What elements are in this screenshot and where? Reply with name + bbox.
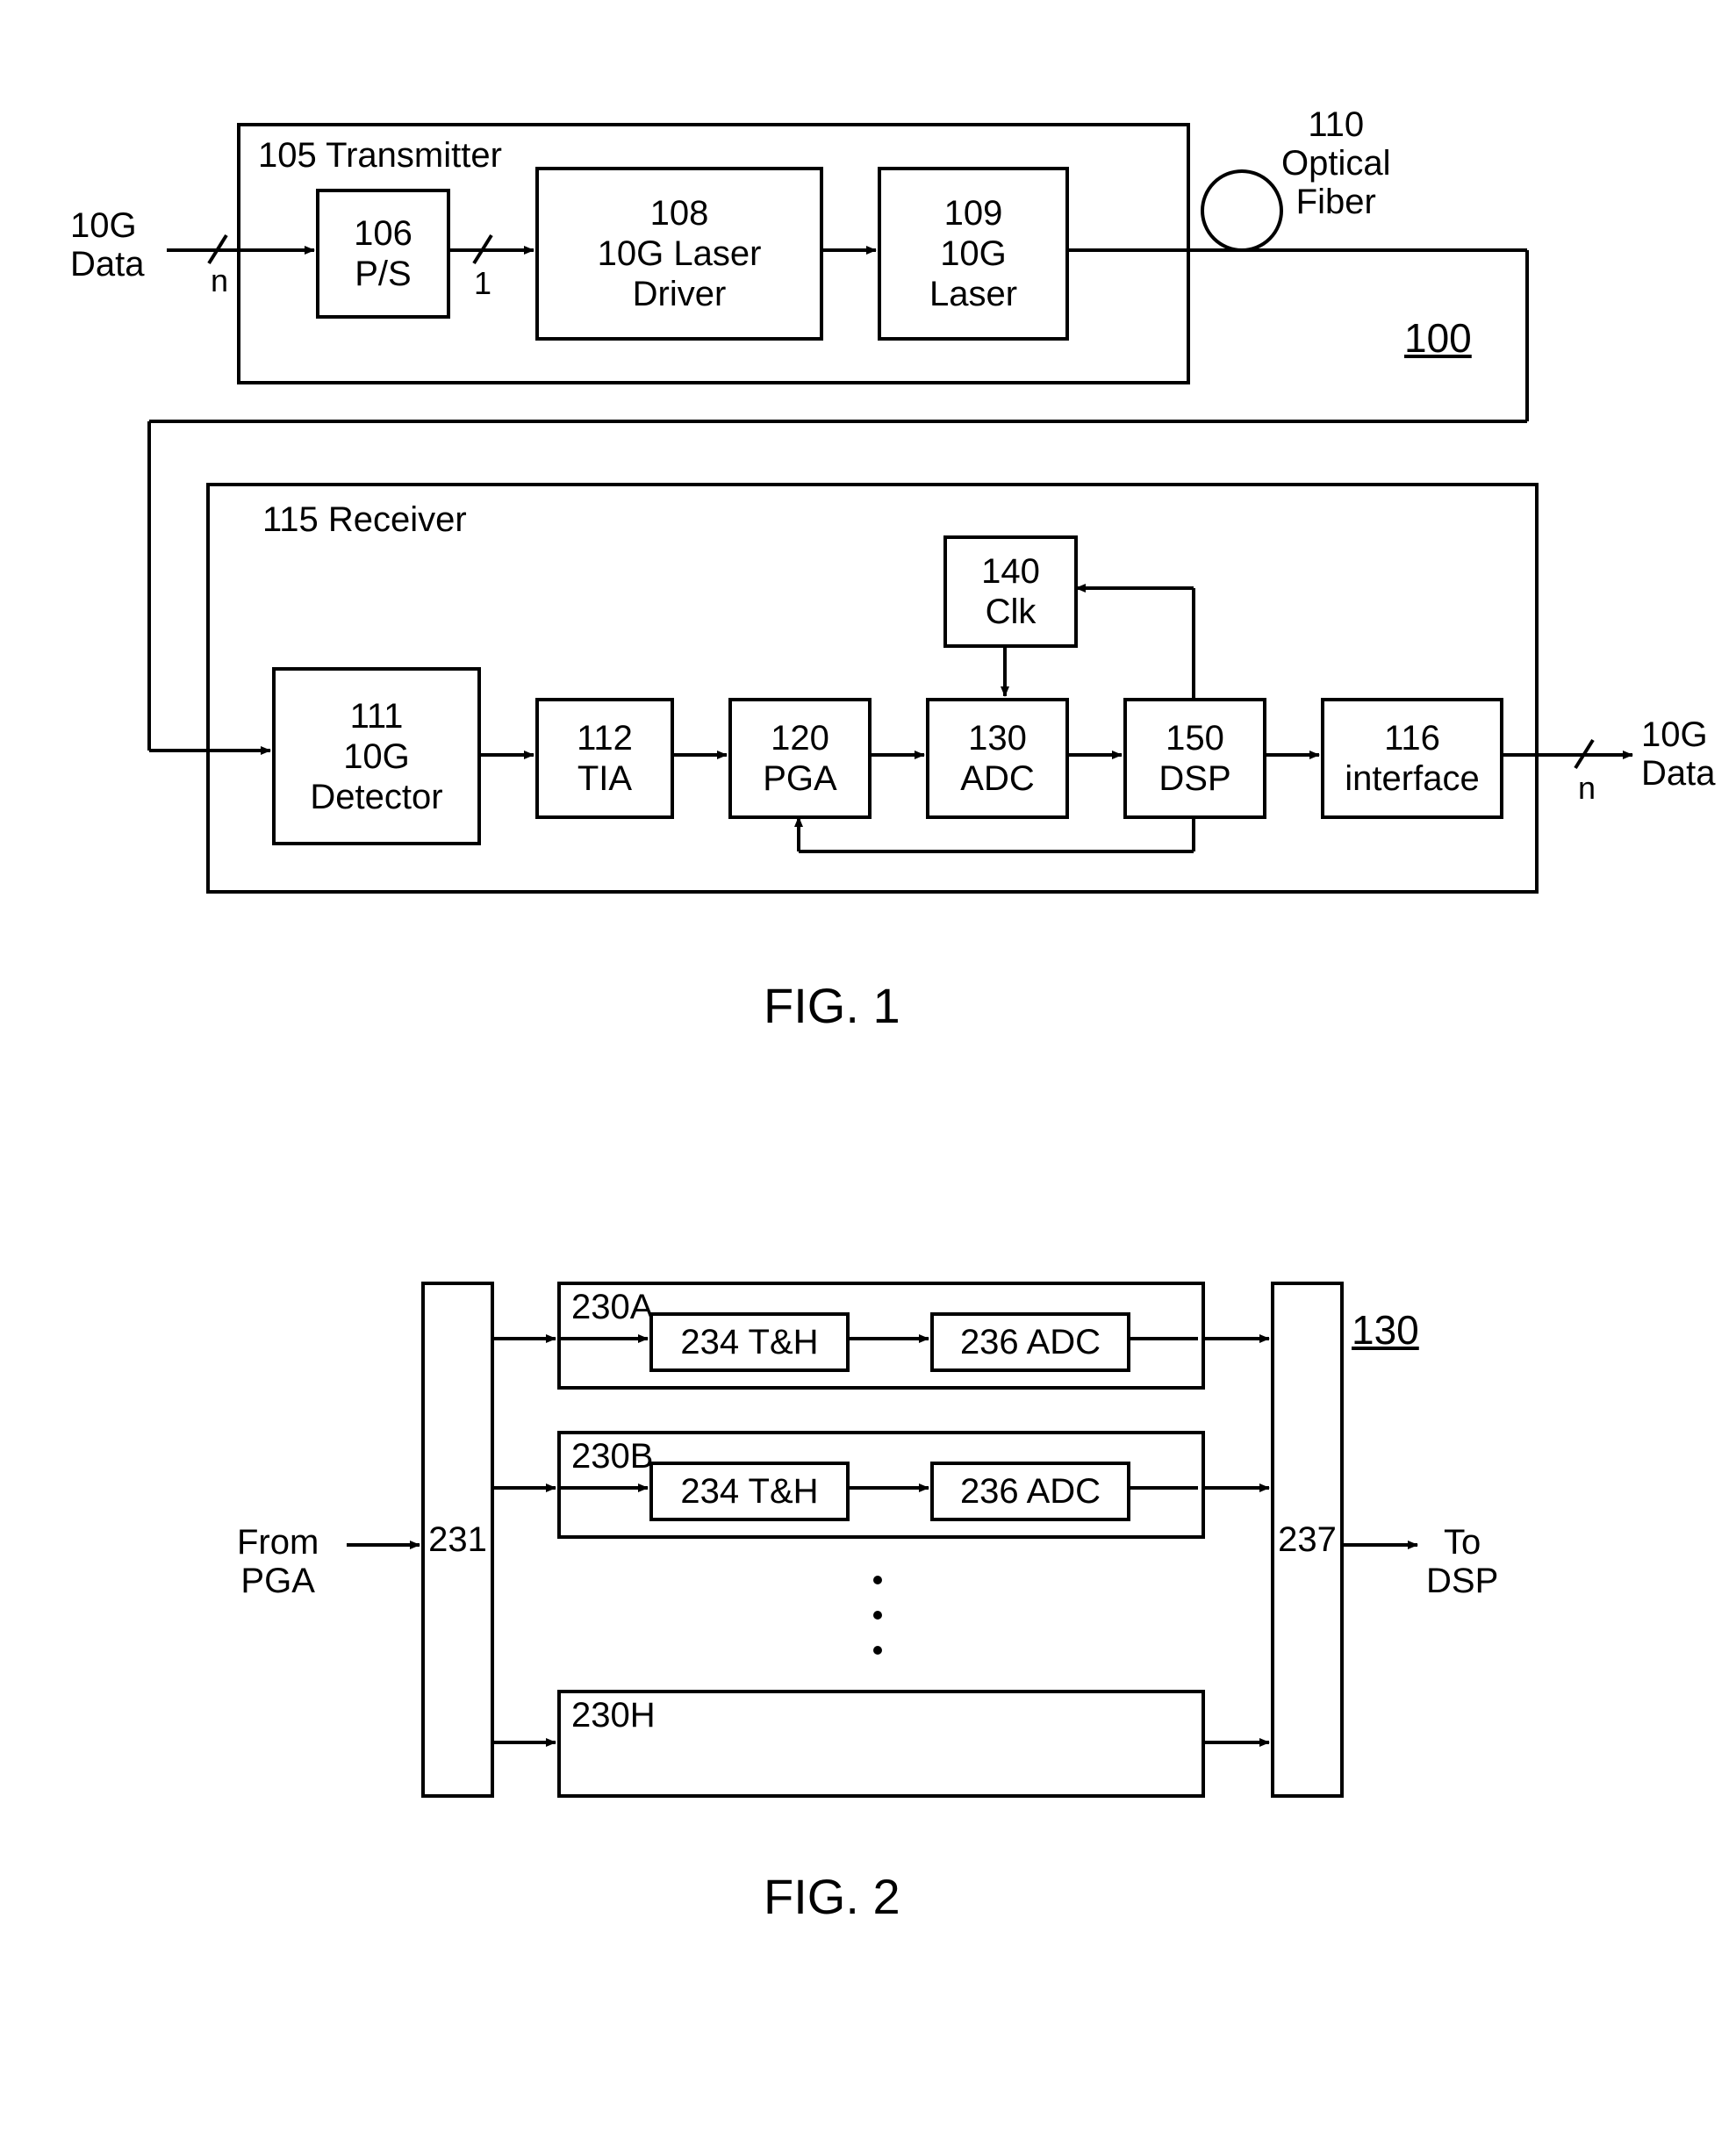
fig2-in-label: From PGA — [237, 1523, 319, 1600]
ps-id: 106 — [354, 213, 412, 254]
pga-id: 120 — [771, 718, 829, 758]
block-adc: 130 ADC — [926, 698, 1069, 819]
fig2-ref: 130 — [1352, 1308, 1419, 1353]
system-ref: 100 — [1404, 316, 1472, 361]
dsp-id: 150 — [1166, 718, 1224, 758]
transmitter-title: 105 Transmitter — [258, 135, 502, 176]
ps-name: P/S — [355, 254, 411, 294]
dsp-name: DSP — [1159, 758, 1230, 799]
fiber-label: 110 Optical Fiber — [1281, 105, 1391, 221]
lane-a-th-label: 234 T&H — [680, 1322, 818, 1362]
pga-name: PGA — [763, 758, 836, 799]
driver-id: 108 — [650, 193, 709, 233]
block-detector: 111 10G Detector — [272, 667, 481, 845]
block-ps: 106 P/S — [316, 189, 450, 319]
laser-id: 109 — [944, 193, 1003, 233]
block-demux: 231 — [421, 1282, 494, 1798]
tia-name: TIA — [577, 758, 632, 799]
page: 10G Data 105 Transmitter 106 P/S 108 10G… — [35, 35, 1736, 2120]
lane-b-id: 230B — [571, 1436, 653, 1476]
tia-id: 112 — [577, 718, 633, 758]
det-name: 10G Detector — [310, 736, 442, 817]
block-interface: 116 interface — [1321, 698, 1503, 819]
lane-h-id: 230H — [571, 1695, 656, 1735]
bus-n-out: n — [1578, 770, 1596, 806]
fig2-caption: FIG. 2 — [764, 1870, 900, 1924]
laser-name: 10G Laser — [929, 233, 1017, 314]
fiber-id: 110 — [1308, 105, 1364, 144]
block-driver: 108 10G Laser Driver — [535, 167, 823, 341]
block-clk: 140 Clk — [943, 535, 1078, 648]
lane-b-th-label: 234 T&H — [680, 1471, 818, 1512]
det-id: 111 — [350, 696, 404, 736]
fig1-output-label: 10G Data — [1641, 715, 1716, 793]
adc-id: 130 — [968, 718, 1027, 758]
lane-h: 230H — [557, 1690, 1205, 1798]
fig2-out-label: To DSP — [1426, 1523, 1498, 1600]
clk-id: 140 — [981, 551, 1040, 592]
block-laser: 109 10G Laser — [878, 167, 1069, 341]
lane-a-id: 230A — [571, 1287, 653, 1327]
fig1-input-label: 10G Data — [70, 206, 145, 284]
clk-name: Clk — [986, 592, 1037, 632]
receiver-title: 115 Receiver — [262, 499, 467, 540]
lane-b-adc: 236 ADC — [930, 1462, 1130, 1521]
fiber-name: Optical Fiber — [1281, 144, 1391, 221]
iface-id: 116 — [1384, 718, 1440, 758]
mux-id: 237 — [1278, 1519, 1337, 1560]
lane-a-th: 234 T&H — [649, 1312, 850, 1372]
block-dsp: 150 DSP — [1123, 698, 1266, 819]
block-mux: 237 — [1271, 1282, 1344, 1798]
iface-name: interface — [1345, 758, 1479, 799]
driver-name: 10G Laser Driver — [598, 233, 762, 314]
demux-id: 231 — [428, 1519, 487, 1560]
bus-n-in: n — [211, 262, 228, 298]
lane-b-adc-label: 236 ADC — [960, 1471, 1101, 1512]
lane-b-th: 234 T&H — [649, 1462, 850, 1521]
adc-name: ADC — [960, 758, 1034, 799]
block-pga: 120 PGA — [728, 698, 872, 819]
fig1-caption: FIG. 1 — [764, 979, 900, 1033]
lane-a-adc-label: 236 ADC — [960, 1322, 1101, 1362]
block-tia: 112 TIA — [535, 698, 674, 819]
lane-a-adc: 236 ADC — [930, 1312, 1130, 1372]
